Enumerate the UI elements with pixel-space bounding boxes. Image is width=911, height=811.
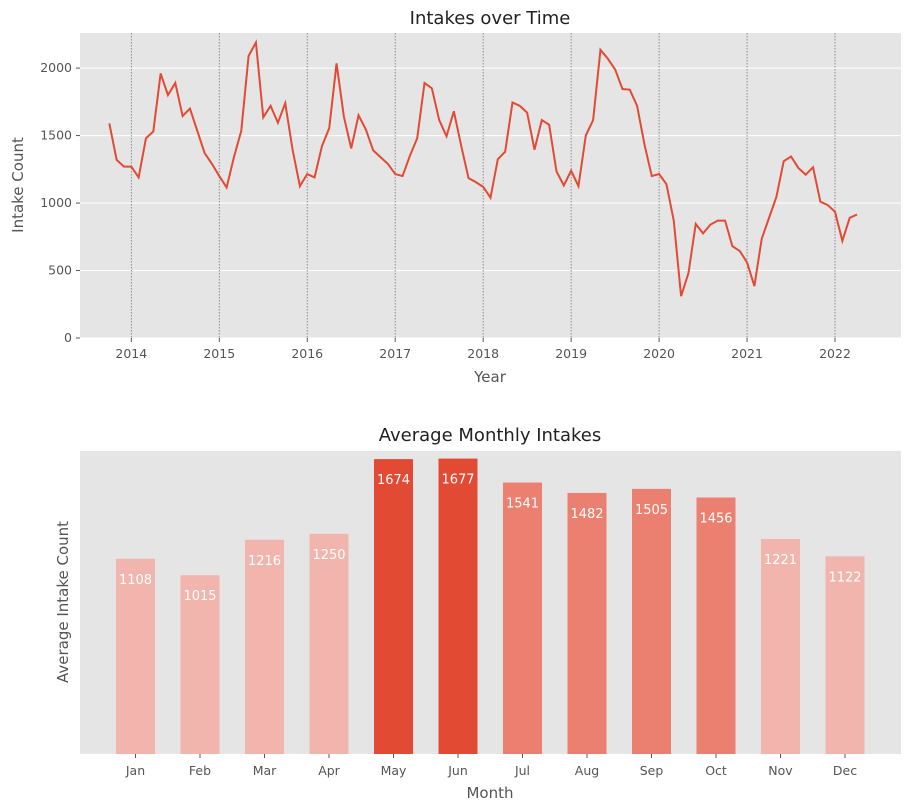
bar-chart-x-tick-label: Apr bbox=[318, 763, 340, 778]
bar-sep bbox=[632, 488, 671, 754]
line-chart-y-tick-label: 0 bbox=[64, 330, 72, 345]
bar-value-label: 1250 bbox=[312, 548, 345, 563]
line-chart-x-tick-label: 2015 bbox=[203, 346, 235, 361]
bar-chart-x-tick-label: Dec bbox=[833, 763, 857, 778]
bar-value-label: 1221 bbox=[764, 553, 797, 568]
bar-value-label: 1482 bbox=[570, 507, 603, 522]
bar-chart-x-tick-label: Sep bbox=[640, 763, 664, 778]
bar-jan bbox=[116, 558, 155, 754]
bar-chart-title: Average Monthly Intakes bbox=[379, 425, 601, 446]
bar-chart-x-tick-label: Jan bbox=[125, 763, 145, 778]
line-chart-x-tick-label: 2014 bbox=[115, 346, 147, 361]
bar-oct bbox=[696, 497, 736, 754]
bar-chart-x-tick-label: Mar bbox=[253, 763, 277, 778]
line-chart-x-tick-label: 2022 bbox=[819, 346, 851, 361]
bar-chart-x-tick-label: May bbox=[381, 763, 407, 778]
bar-chart-bars: 1108 1015 1216 1250 1674 1677 1541 1482 1505 1456… bbox=[116, 458, 865, 754]
line-chart-x-tick-label: 2016 bbox=[291, 346, 323, 361]
bar-jun bbox=[438, 458, 478, 754]
line-chart-y-tick-label: 2000 bbox=[40, 60, 72, 75]
bar-chart-x-tick-label: Aug bbox=[575, 763, 599, 778]
intake-series-line bbox=[108, 39, 858, 297]
bar-chart-x-axis-label: Month bbox=[466, 784, 513, 802]
line-chart-x-tick-label: 2018 bbox=[467, 346, 499, 361]
line-chart-y-tick-label: 1500 bbox=[40, 128, 72, 143]
bar-mar bbox=[245, 539, 284, 754]
line-chart-y-ticks: 0 500 1000 1500 2000 bbox=[40, 60, 80, 345]
bar-value-label: 1456 bbox=[699, 512, 732, 527]
bar-chart: 1108 1015 1216 1250 1674 1677 1541 1482 1505 1456… bbox=[54, 425, 901, 802]
line-chart-y-axis-label: Intake Count bbox=[9, 137, 27, 233]
bar-chart-x-tick-label: Oct bbox=[705, 763, 727, 778]
bar-value-label: 1674 bbox=[377, 473, 410, 488]
bar-chart-x-tick-label: Nov bbox=[768, 763, 793, 778]
line-chart-plot-area bbox=[80, 33, 901, 338]
line-chart-y-tick-label: 1000 bbox=[40, 195, 72, 210]
bar-chart-x-tick-label: Feb bbox=[189, 763, 211, 778]
line-chart-x-tick-label: 2017 bbox=[379, 346, 411, 361]
bar-feb bbox=[180, 575, 220, 754]
bar-value-label: 1015 bbox=[183, 589, 216, 604]
line-chart-x-axis-label: Year bbox=[473, 368, 507, 386]
line-chart-gridlines bbox=[80, 67, 901, 339]
line-chart-x-tick-label: 2019 bbox=[555, 346, 587, 361]
bar-jul bbox=[503, 482, 542, 754]
bar-chart-x-tick-label: Jun bbox=[447, 763, 468, 778]
bar-chart-x-tick-label: Jul bbox=[514, 763, 530, 778]
bar-apr bbox=[309, 533, 349, 754]
bar-nov bbox=[761, 538, 800, 754]
bar-value-label: 1505 bbox=[635, 503, 668, 518]
bar-aug bbox=[567, 492, 607, 754]
line-chart-x-tick-label: 2020 bbox=[643, 346, 675, 361]
line-chart-x-tick-label: 2021 bbox=[731, 346, 763, 361]
bar-chart-x-ticks: Jan Feb Mar Apr May Jun Jul Aug Sep Oct Nov Dec bbox=[125, 754, 857, 778]
line-chart-y-tick-label: 500 bbox=[48, 263, 72, 278]
line-chart-x-ticks: 2014 2015 2016 2017 2018 2019 2020 2021 2022 bbox=[115, 338, 851, 361]
bar-chart-y-axis-label: Average Intake Count bbox=[54, 521, 72, 683]
line-chart: 2014 2015 2016 2017 2018 2019 2020 2021 2022 0 50… bbox=[9, 8, 901, 386]
bar-may bbox=[374, 459, 413, 754]
bar-value-label: 1122 bbox=[828, 570, 861, 585]
bar-value-label: 1108 bbox=[119, 573, 152, 588]
bar-dec bbox=[825, 556, 865, 754]
bar-value-label: 1216 bbox=[248, 554, 281, 569]
line-chart-title: Intakes over Time bbox=[410, 8, 571, 29]
bar-value-label: 1677 bbox=[441, 473, 474, 488]
bar-value-label: 1541 bbox=[506, 497, 539, 512]
